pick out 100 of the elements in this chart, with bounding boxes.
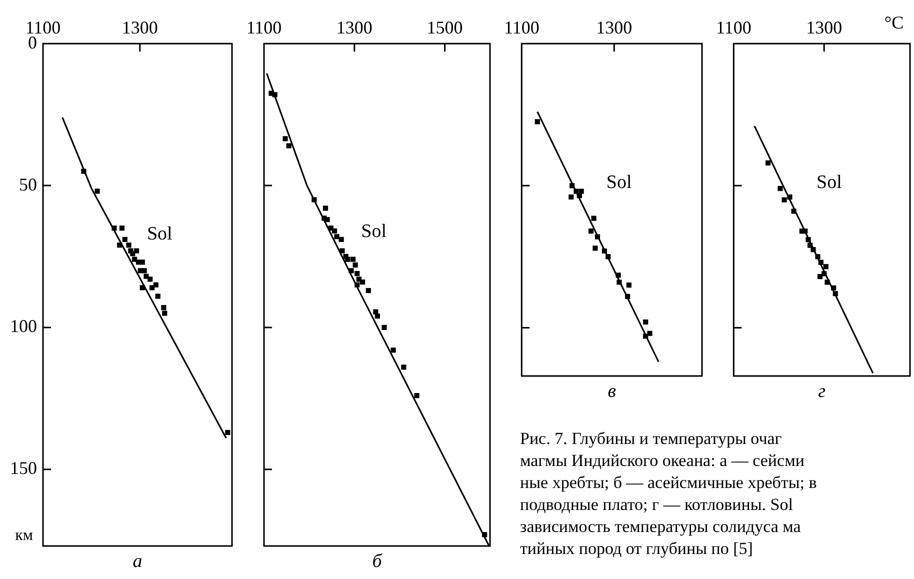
point [534, 119, 540, 124]
point [338, 236, 344, 242]
annotation: Sol [146, 223, 172, 244]
point [340, 248, 345, 254]
text: Рис. 7. Глубины и температуры очаг [520, 428, 783, 450]
point [332, 228, 338, 234]
x-tick-label: 1100 [716, 18, 752, 38]
point [815, 254, 820, 260]
point [119, 226, 125, 231]
point [810, 247, 816, 252]
point [112, 226, 117, 231]
point [643, 334, 648, 339]
point [134, 248, 140, 254]
point [162, 310, 168, 316]
point [161, 305, 166, 310]
point [140, 260, 145, 265]
point [225, 430, 230, 436]
point [142, 268, 147, 274]
point [578, 188, 584, 194]
y-tick-label: 50 [19, 174, 37, 194]
point [616, 280, 622, 285]
point [806, 237, 811, 242]
text: г [818, 381, 826, 402]
point [354, 270, 360, 276]
point [366, 288, 371, 294]
x-tick-label: 1300 [596, 18, 632, 38]
point [643, 319, 648, 325]
point [350, 256, 356, 262]
point [570, 183, 575, 188]
point [568, 194, 574, 200]
annotation: Sol [606, 172, 632, 194]
point [574, 188, 579, 194]
point [94, 188, 100, 194]
point [122, 236, 128, 242]
point [414, 393, 420, 398]
x-tick-label: 1300 [336, 18, 372, 38]
point [401, 364, 406, 370]
point [345, 256, 350, 262]
y-axis-title: км [15, 527, 33, 544]
point [155, 294, 160, 299]
annotation: Sol [361, 220, 387, 242]
point [117, 242, 122, 248]
text: тийных пород от глубины по [5] [520, 538, 754, 560]
point [791, 208, 796, 214]
annotation: Sol [816, 172, 842, 194]
point [482, 532, 488, 538]
point [832, 291, 838, 296]
point [324, 217, 330, 222]
point [787, 194, 792, 200]
point [823, 264, 828, 270]
y-tick-label: 150 [10, 458, 37, 478]
point [765, 160, 771, 166]
point [647, 330, 652, 336]
point [626, 282, 632, 288]
point [153, 282, 158, 288]
text: зависимость температуры солидуса ма [520, 516, 802, 538]
point [602, 248, 607, 254]
point [625, 294, 630, 299]
point [782, 197, 787, 202]
point [778, 186, 783, 192]
x-tick-label: 1100 [504, 18, 540, 38]
text: в [608, 381, 616, 402]
point [272, 92, 278, 98]
point [382, 324, 387, 330]
point [831, 285, 836, 290]
x-tick-label: 1300 [122, 18, 158, 38]
text: магмы Индийского океана: а — сейсми [520, 450, 806, 472]
point [606, 254, 611, 260]
point [348, 268, 354, 274]
point [354, 282, 360, 288]
point [334, 234, 340, 240]
text: б [372, 551, 384, 572]
point [312, 197, 317, 202]
point [140, 285, 145, 290]
point [148, 276, 153, 282]
x-tick-label: 1300 [806, 18, 842, 38]
point [390, 348, 396, 353]
point [822, 271, 827, 276]
point [126, 242, 132, 248]
point [592, 246, 598, 251]
point [802, 228, 808, 234]
point [616, 272, 621, 278]
x-tick-label: 1100 [246, 18, 282, 38]
point [591, 216, 596, 221]
point [824, 280, 830, 285]
point [818, 260, 824, 265]
point [286, 143, 292, 148]
y-tick-label: 100 [10, 316, 37, 336]
point [282, 136, 288, 142]
point [594, 234, 600, 240]
point [588, 228, 594, 234]
point [374, 314, 380, 319]
text: подводные плато; г — котловины. Sol [520, 494, 794, 516]
text: а [132, 551, 142, 572]
point [322, 206, 328, 211]
point [360, 279, 366, 285]
point [352, 262, 358, 268]
x-tick-label: 1500 [426, 18, 463, 38]
text: ные хребты; б — асейсмичные хребты; в [520, 472, 817, 494]
point [81, 168, 86, 174]
